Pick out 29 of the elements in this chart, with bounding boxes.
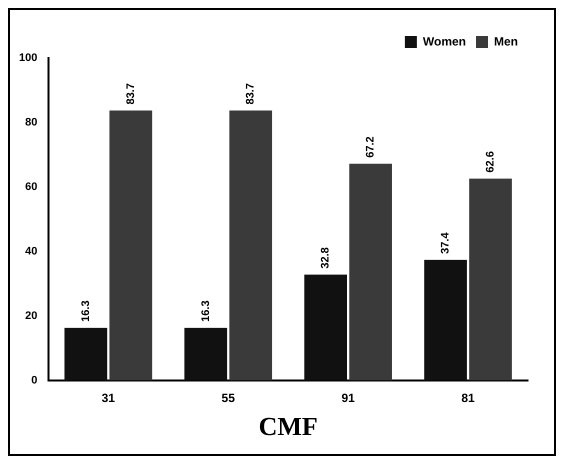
x-axis-title: CMF [258, 412, 318, 442]
y-tick-label: 40 [25, 245, 38, 258]
bar [64, 328, 108, 380]
data-label: 16.3 [80, 300, 92, 322]
legend-label: Women [422, 34, 466, 48]
data-label: 62.6 [484, 151, 497, 173]
y-tick-label: 0 [31, 374, 38, 386]
bar [349, 164, 392, 380]
data-label: 83.7 [124, 83, 137, 105]
y-tick-label: 20 [25, 310, 38, 322]
x-tick-label: 91 [341, 390, 356, 405]
y-tick-label: 100 [18, 52, 38, 64]
y-tick-label: 80 [25, 116, 38, 129]
bar [229, 110, 272, 380]
data-label: 37.4 [440, 232, 452, 254]
x-tick-label: 55 [222, 390, 236, 405]
x-tick-label: 31 [102, 390, 116, 405]
bar [109, 110, 152, 380]
data-label: 32.8 [320, 247, 332, 269]
legend-label: Men [494, 34, 518, 48]
y-tick-label: 60 [25, 180, 38, 193]
bar [424, 260, 467, 380]
bar [469, 178, 512, 380]
data-label: 67.2 [364, 136, 377, 158]
data-label: 83.7 [244, 83, 257, 105]
bar [184, 328, 228, 380]
data-label: 16.3 [200, 300, 212, 322]
bar [304, 274, 348, 380]
x-tick-label: 81 [461, 390, 476, 405]
